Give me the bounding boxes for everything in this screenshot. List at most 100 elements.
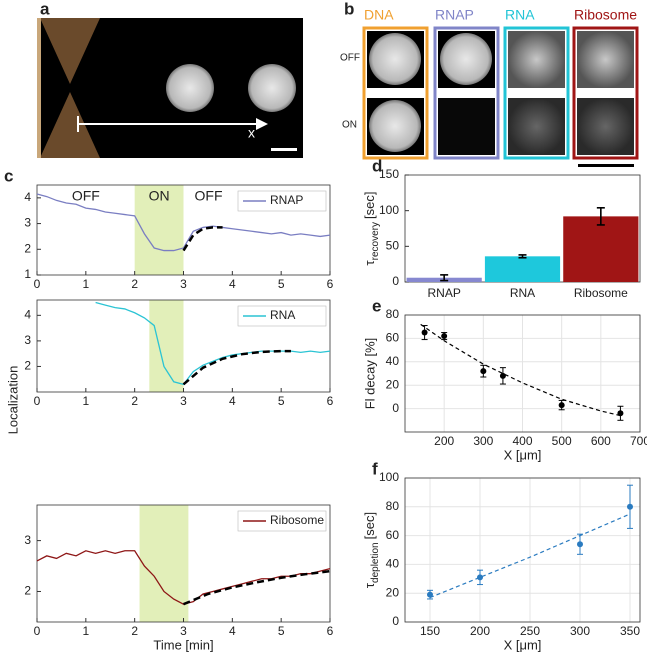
- x-tick-label: 3: [180, 277, 187, 291]
- column-label: Ribosome: [574, 7, 637, 23]
- y-label-unit: [sec]: [362, 512, 377, 539]
- y-label-subscript: recovery: [370, 222, 381, 260]
- y-tick-label: 20: [386, 585, 400, 599]
- y-tick-label: 40: [386, 557, 400, 571]
- y-tick-label: 0: [392, 614, 399, 628]
- x-tick-label: 6: [327, 277, 334, 291]
- column-label: RNA: [505, 7, 535, 23]
- x-tick-label: 300: [570, 624, 590, 638]
- data-point: [441, 333, 447, 339]
- y-tick-label: 50: [386, 239, 400, 253]
- panel-label: b: [344, 0, 354, 18]
- microscopy-image: [37, 18, 303, 158]
- y-axis-label: Localization: [5, 366, 20, 435]
- row-label: OFF: [340, 53, 360, 64]
- y-tick-label: 2: [24, 241, 31, 255]
- x-tick-label: 300: [473, 434, 493, 448]
- row-label: ON: [342, 120, 357, 131]
- data-point: [500, 373, 506, 379]
- x-tick-label: 4: [229, 624, 236, 638]
- x-tick-label: 2: [131, 277, 138, 291]
- shaded-region: [149, 300, 183, 392]
- data-point: [427, 592, 433, 598]
- x-tick-label: 2: [131, 624, 138, 638]
- y-tick-label: 80: [386, 499, 400, 513]
- column-label: RNAP: [435, 7, 474, 23]
- data-point: [577, 541, 583, 547]
- x-tick-label: 1: [82, 394, 89, 408]
- fit-line: [184, 571, 331, 604]
- y-axis-label: τdepletion[sec]: [362, 512, 380, 588]
- column-label: DNA: [364, 7, 394, 23]
- x-tick-label: 1: [82, 277, 89, 291]
- x-tick-label: 0: [34, 394, 41, 408]
- arrow-label: x: [248, 125, 255, 141]
- x-axis-label: X [μm]: [504, 637, 542, 652]
- data-point: [480, 368, 486, 374]
- y-tick-label: 40: [386, 354, 400, 368]
- legend-label: RNAP: [270, 193, 303, 207]
- y-tick-label: 1: [24, 267, 31, 281]
- y-axis-label: τrecovery[sec]: [362, 192, 380, 266]
- annotation: OFF: [72, 188, 100, 204]
- x-tick-label: 3: [180, 394, 187, 408]
- annotation: OFF: [195, 188, 223, 204]
- bar: [485, 256, 560, 282]
- y-tick-label: 80: [386, 307, 400, 321]
- y-tick-label: 4: [24, 308, 31, 322]
- x-tick-label: 400: [512, 434, 532, 448]
- x-tick-label: 5: [278, 624, 285, 638]
- legend-label: RNA: [270, 308, 295, 322]
- panel-label: e: [372, 296, 381, 315]
- x-tick-label: 600: [591, 434, 611, 448]
- shaded-region: [140, 505, 189, 622]
- x-tick-label: 4: [229, 277, 236, 291]
- annotation: ON: [149, 188, 170, 204]
- figure: a x b DNA RNAP RNA Ribosome OFF ON OFF ON…: [0, 0, 647, 656]
- y-tick-label: 3: [24, 533, 31, 547]
- x-tick-label: 5: [278, 277, 285, 291]
- x-tick-label: 250: [520, 624, 540, 638]
- x-tick-label: Ribosome: [574, 286, 628, 300]
- y-tick-label: 60: [386, 528, 400, 542]
- data-point: [422, 330, 428, 336]
- panel-label: a: [40, 0, 50, 18]
- x-tick-label: 200: [434, 434, 454, 448]
- x-tick-label: 4: [229, 394, 236, 408]
- x-tick-label: 200: [470, 624, 490, 638]
- y-tick-label: 2: [24, 359, 31, 373]
- panel-label: f: [372, 459, 378, 478]
- x-tick-label: 700: [630, 434, 647, 448]
- data-point: [477, 574, 483, 580]
- data-point: [559, 402, 565, 408]
- x-tick-label: RNAP: [427, 286, 460, 300]
- legend-label: Ribosome: [270, 513, 324, 527]
- y-tick-label: 0: [392, 401, 399, 415]
- panel-label: d: [372, 156, 382, 175]
- y-tick-label: 20: [386, 377, 400, 391]
- y-tick-label: 3: [24, 333, 31, 347]
- data-point: [617, 410, 623, 416]
- data-point: [627, 504, 633, 510]
- y-tick-label: 2: [24, 584, 31, 598]
- x-tick-label: 6: [327, 394, 334, 408]
- image-grid: [364, 28, 637, 167]
- x-tick-label: 5: [278, 394, 285, 408]
- x-axis-label: X [μm]: [504, 447, 542, 462]
- y-tick-label: 100: [379, 203, 399, 217]
- fit-line: [184, 227, 223, 250]
- x-tick-label: 0: [34, 624, 41, 638]
- x-tick-label: RNA: [510, 286, 535, 300]
- bar: [563, 216, 638, 282]
- x-tick-label: 0: [34, 277, 41, 291]
- x-tick-label: 150: [420, 624, 440, 638]
- y-tick-label: 60: [386, 331, 400, 345]
- x-tick-label: 1: [82, 624, 89, 638]
- x-tick-label: 3: [180, 624, 187, 638]
- y-axis-label: Fl decay [%]: [362, 338, 377, 410]
- y-tick-label: 4: [24, 190, 31, 204]
- x-tick-label: 350: [620, 624, 640, 638]
- y-tick-label: 3: [24, 216, 31, 230]
- x-tick-label: 6: [327, 624, 334, 638]
- y-tick-label: 0: [392, 274, 399, 288]
